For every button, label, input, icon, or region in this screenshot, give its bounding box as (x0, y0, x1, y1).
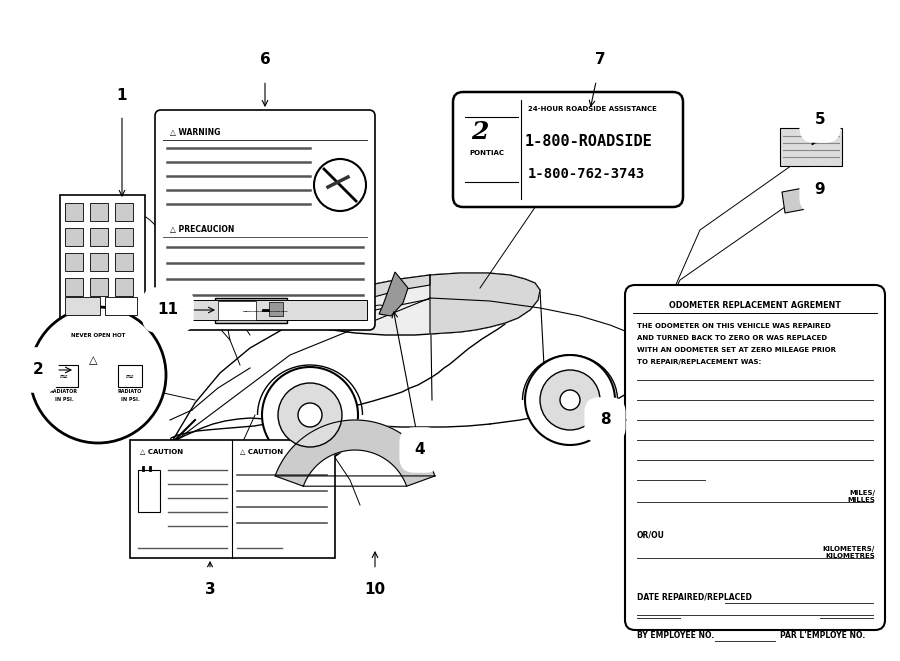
Polygon shape (430, 273, 540, 334)
Text: △: △ (89, 355, 97, 365)
Text: RADIATO: RADIATO (118, 389, 142, 394)
Text: BY EMPLOYEE NO.: BY EMPLOYEE NO. (637, 631, 715, 640)
FancyBboxPatch shape (625, 285, 885, 630)
Text: KILOMETERS/
KILOMETRES: KILOMETERS/ KILOMETRES (823, 546, 875, 559)
Text: 1: 1 (117, 87, 127, 102)
Text: 6: 6 (259, 52, 270, 67)
Text: PONTIAC: PONTIAC (469, 150, 504, 156)
Text: IN PSI.: IN PSI. (55, 397, 74, 402)
Circle shape (262, 367, 358, 463)
Bar (780, 128, 842, 166)
Bar (115, 228, 133, 246)
Circle shape (278, 383, 342, 447)
Text: OR/OU: OR/OU (637, 530, 665, 539)
Text: 7: 7 (595, 52, 606, 67)
Text: △ WARNING: △ WARNING (170, 128, 220, 137)
Polygon shape (782, 183, 833, 213)
Polygon shape (275, 420, 435, 486)
Circle shape (30, 307, 166, 443)
Text: THE ODOMETER ON THIS VEHICLE WAS REPAIRED: THE ODOMETER ON THIS VEHICLE WAS REPAIRE… (637, 323, 831, 329)
Bar (138, 470, 160, 512)
Bar (115, 203, 133, 221)
Bar (163, 300, 367, 320)
Bar (115, 278, 133, 296)
Bar (90, 278, 108, 296)
Text: MILES/
MILLES: MILES/ MILLES (847, 490, 875, 503)
Text: △ CAUTION: △ CAUTION (140, 448, 183, 454)
Circle shape (540, 370, 600, 430)
FancyBboxPatch shape (453, 92, 683, 207)
Text: 2: 2 (32, 362, 43, 377)
Text: WITH AN ODOMETER SET AT ZERO MILEAGE PRIOR: WITH AN ODOMETER SET AT ZERO MILEAGE PRI… (637, 347, 836, 353)
Text: ≈: ≈ (59, 372, 68, 382)
Text: ODOMETER REPLACEMENT AGREMENT: ODOMETER REPLACEMENT AGREMENT (669, 301, 841, 310)
Bar (90, 203, 108, 221)
Text: 11: 11 (158, 303, 178, 317)
Bar (105, 297, 137, 315)
Bar (65, 278, 83, 296)
Text: 4: 4 (415, 442, 426, 457)
Bar (218, 301, 256, 320)
Text: 1-800-762-3743: 1-800-762-3743 (528, 167, 645, 181)
Text: NEVER OPEN HOT: NEVER OPEN HOT (71, 333, 125, 338)
Polygon shape (379, 272, 408, 316)
Text: TO REPAIR/REPLACEMENT WAS:: TO REPAIR/REPLACEMENT WAS: (637, 359, 761, 365)
Text: 24-HOUR ROADSIDE ASSISTANCE: 24-HOUR ROADSIDE ASSISTANCE (528, 106, 657, 112)
Bar (90, 253, 108, 271)
Bar (65, 228, 83, 246)
Bar (50, 365, 78, 387)
Text: 3: 3 (204, 582, 215, 598)
Bar (65, 253, 83, 271)
FancyBboxPatch shape (155, 110, 375, 330)
Text: 5: 5 (814, 112, 825, 128)
Polygon shape (170, 298, 512, 445)
Text: PAR L'EMPLOYE NO.: PAR L'EMPLOYE NO. (780, 631, 865, 640)
Text: IN PSI.: IN PSI. (121, 397, 140, 402)
Text: 1-800-ROADSIDE: 1-800-ROADSIDE (525, 134, 652, 149)
Circle shape (314, 159, 366, 211)
Bar (65, 203, 83, 221)
Polygon shape (285, 275, 430, 328)
Text: △ PRECAUCION: △ PRECAUCION (170, 225, 234, 234)
Bar (130, 440, 335, 558)
Text: 8: 8 (599, 412, 610, 428)
Bar (215, 298, 287, 323)
Bar (115, 253, 133, 271)
Circle shape (298, 403, 322, 427)
Text: DATE REPAIRED/REPLACED: DATE REPAIRED/REPLACED (637, 593, 751, 602)
Text: AND TURNED BACK TO ZERO OR WAS REPLACED: AND TURNED BACK TO ZERO OR WAS REPLACED (637, 335, 827, 341)
Text: △ CAUTION: △ CAUTION (240, 448, 284, 454)
Text: ≈: ≈ (125, 372, 135, 382)
Text: RADIATOR: RADIATOR (50, 389, 78, 394)
Circle shape (525, 355, 615, 445)
Bar (269, 302, 283, 316)
Text: _____________: _____________ (242, 306, 288, 312)
Bar (65, 297, 100, 315)
Text: 2: 2 (471, 120, 489, 144)
Bar (60, 195, 145, 325)
Text: 9: 9 (814, 182, 825, 198)
Bar (90, 228, 108, 246)
Bar (118, 365, 142, 387)
Text: 10: 10 (364, 582, 385, 598)
Polygon shape (285, 273, 540, 335)
Circle shape (560, 390, 580, 410)
